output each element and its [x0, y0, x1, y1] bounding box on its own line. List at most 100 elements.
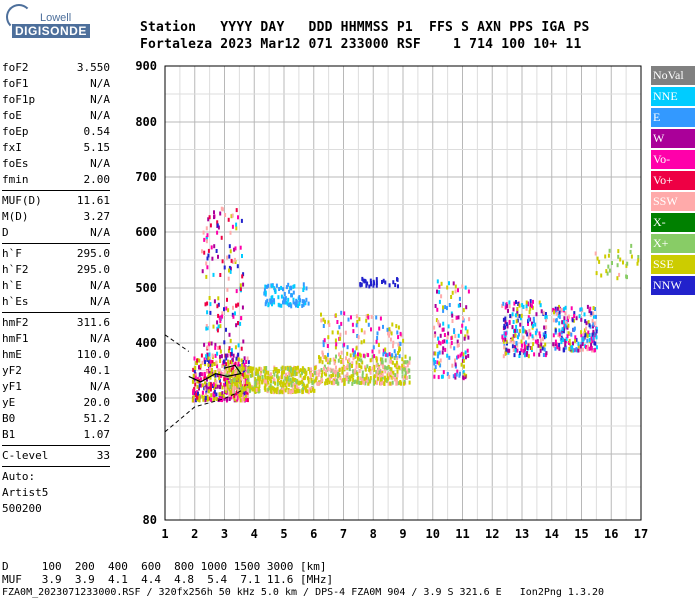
- echo-dot: [220, 373, 222, 378]
- x-tick-label: 12: [485, 527, 499, 541]
- echo-dot: [340, 350, 343, 355]
- echo-dot: [267, 380, 270, 385]
- echo-dot: [198, 393, 201, 398]
- echo-dot: [352, 352, 355, 357]
- echo-dot: [379, 381, 382, 386]
- echo-dot: [299, 380, 301, 385]
- echo-dot: [581, 342, 584, 347]
- echo-dot: [201, 372, 204, 377]
- echo-dot: [383, 381, 386, 386]
- echo-dot: [587, 344, 589, 349]
- param-key: foF2: [2, 61, 29, 74]
- echo-dot: [332, 378, 335, 383]
- echo-dot: [564, 305, 567, 310]
- echo-dot: [246, 388, 249, 393]
- echo-dot: [440, 281, 443, 286]
- echo-dot: [274, 289, 277, 294]
- echo-dot: [595, 271, 598, 276]
- echo-dot: [539, 348, 542, 353]
- echo-dot: [558, 346, 561, 351]
- echo-dot: [331, 330, 334, 335]
- echo-dot: [583, 328, 586, 333]
- echo-dot: [456, 369, 459, 374]
- echo-dot: [519, 351, 521, 356]
- echo-dot: [455, 315, 458, 320]
- echo-dot: [293, 284, 296, 289]
- echo-dot: [387, 372, 390, 376]
- echo-dot: [543, 335, 546, 340]
- echo-dot: [378, 326, 381, 331]
- echo-dot: [211, 398, 214, 403]
- echo-dot: [294, 389, 297, 394]
- echo-dot: [207, 389, 210, 394]
- echo-dot: [376, 380, 378, 385]
- param-value: 311.6: [76, 316, 110, 329]
- echo-dot: [504, 316, 507, 321]
- echo-dot: [574, 338, 577, 343]
- echo-dot: [321, 360, 324, 365]
- legend-item: NNW: [651, 276, 695, 295]
- echo-dot: [257, 376, 260, 381]
- profile-curves: [164, 334, 243, 433]
- echo-dot: [226, 353, 229, 358]
- echo-dot: [303, 383, 305, 388]
- echo-dot: [382, 352, 385, 357]
- echo-dot: [464, 285, 467, 290]
- echo-dot: [374, 380, 377, 385]
- echo-dot: [593, 348, 596, 353]
- echo-dot: [556, 306, 559, 311]
- echo-dot: [565, 339, 568, 344]
- echo-dot: [289, 369, 292, 374]
- echo-dot: [263, 288, 266, 293]
- echo-dot: [246, 380, 248, 385]
- echo-dot: [630, 254, 633, 259]
- param-value: 40.1: [83, 364, 111, 377]
- echo-dot: [345, 377, 348, 382]
- echo-dot: [255, 388, 258, 392]
- echo-dot: [218, 371, 221, 376]
- echo-dot: [361, 370, 364, 375]
- echo-dot: [351, 322, 354, 327]
- echo-dot: [591, 348, 594, 353]
- echo-dot: [537, 343, 540, 348]
- echo-dot: [216, 230, 219, 235]
- echo-dot: [457, 288, 459, 293]
- echo-dot: [468, 317, 471, 322]
- echo-dot: [233, 380, 236, 385]
- echo-dot: [205, 324, 208, 328]
- echo-dot: [234, 260, 237, 264]
- param-value: N/A: [90, 77, 110, 90]
- echo-dot: [233, 394, 236, 399]
- echo-dot: [194, 375, 197, 380]
- echo-dot: [502, 301, 505, 306]
- echo-dot: [290, 366, 292, 371]
- echo-dot: [230, 395, 233, 400]
- param-key: foE: [2, 109, 22, 122]
- echo-dot: [558, 314, 561, 319]
- echo-dot: [327, 378, 330, 382]
- echo-dot: [542, 310, 545, 315]
- echo-dot: [384, 358, 387, 363]
- x-tick-label: 17: [634, 527, 648, 541]
- echo-dot: [397, 351, 400, 355]
- echo-dot: [217, 225, 220, 230]
- echo-dot: [554, 342, 557, 346]
- echo-dot: [532, 299, 534, 304]
- echo-dot: [517, 332, 520, 337]
- echo-dot: [228, 392, 231, 397]
- echo-dot: [363, 354, 366, 359]
- echo-dot: [588, 309, 591, 314]
- echo-dot: [275, 367, 278, 372]
- echo-dot: [201, 249, 203, 254]
- echo-dot: [533, 319, 535, 324]
- echo-dot: [230, 214, 233, 219]
- echo-dot: [517, 302, 520, 306]
- echo-dot: [318, 370, 321, 375]
- echo-dot: [405, 375, 408, 380]
- echo-dot: [450, 311, 453, 316]
- echo-dot: [361, 276, 364, 281]
- echo-dot: [511, 325, 514, 330]
- echo-dot: [512, 348, 515, 352]
- echo-dot: [351, 364, 353, 368]
- echo-dot: [206, 233, 209, 238]
